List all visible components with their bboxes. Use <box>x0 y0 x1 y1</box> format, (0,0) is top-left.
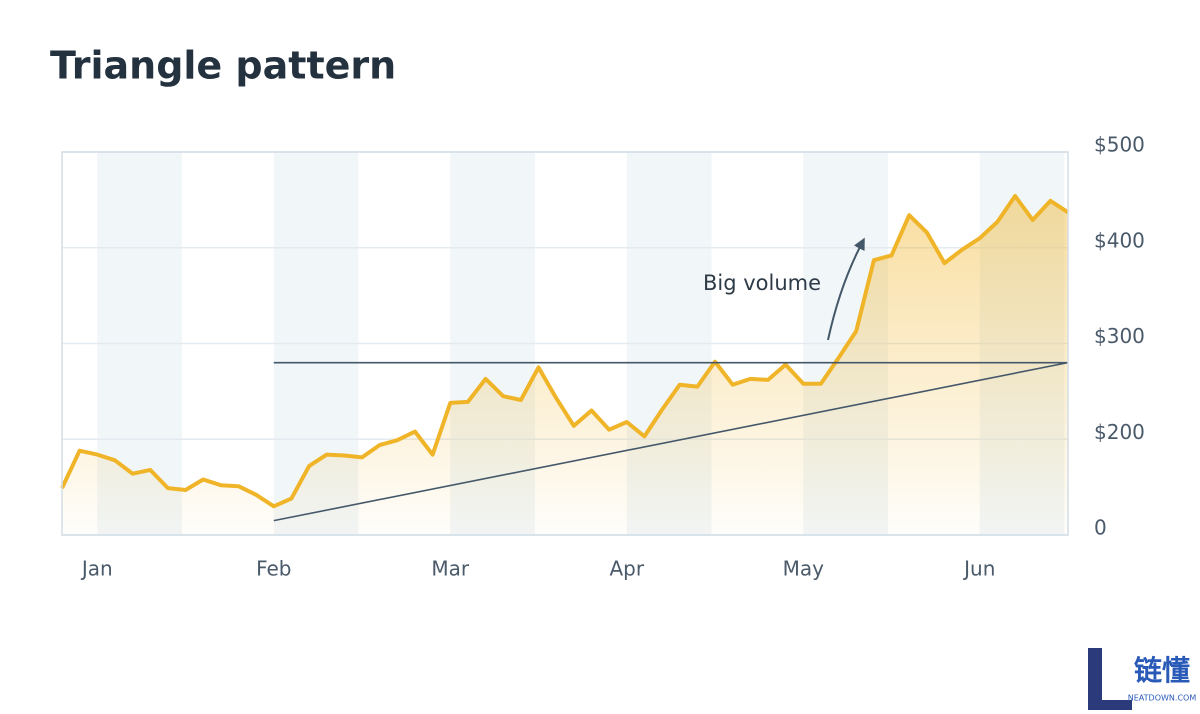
logo-mark <box>1088 648 1132 710</box>
logo-brand: 链懂 <box>1134 654 1190 687</box>
annotation-arrow <box>827 237 865 341</box>
x-tick-label: May <box>783 557 825 581</box>
x-tick-label: Mar <box>431 557 470 581</box>
price-line <box>60 194 1070 509</box>
y-tick-label: $300 <box>1094 324 1145 348</box>
y-tick-label: $200 <box>1094 420 1145 444</box>
y-tick-label: $500 <box>1094 133 1145 157</box>
x-tick-label: Jun <box>962 557 995 581</box>
trendline <box>273 361 1069 522</box>
y-tick-label: $400 <box>1094 228 1145 252</box>
plot-frame <box>61 151 1069 536</box>
x-tick-label: Jan <box>80 557 113 581</box>
logo-site: NEATDOWN.COM <box>1128 694 1197 703</box>
area-fill <box>62 196 1068 535</box>
annotation: Big volume <box>703 271 821 295</box>
chart-title: Triangle pattern <box>50 44 396 88</box>
x-tick-label: Feb <box>256 557 291 581</box>
y-tick-label: 0 <box>1094 516 1107 540</box>
x-tick-label: Apr <box>609 557 644 581</box>
